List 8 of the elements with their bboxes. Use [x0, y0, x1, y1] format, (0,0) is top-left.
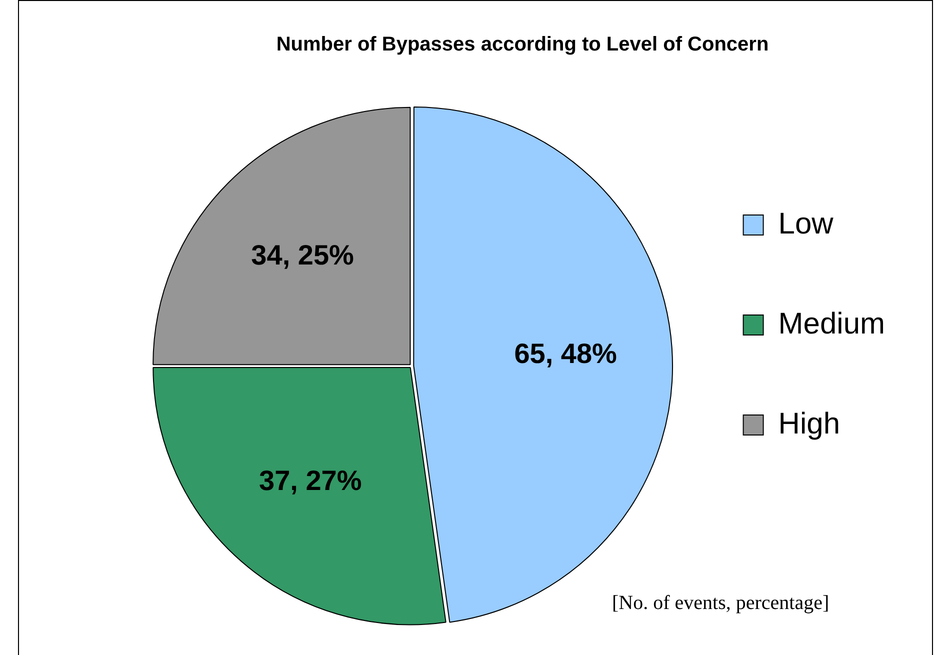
chart-title: Number of Bypasses according to Level of Concern	[276, 34, 769, 56]
data-label: 65, 48%	[514, 338, 618, 370]
data-label: 34, 25%	[251, 240, 354, 271]
legend-label: High	[778, 407, 840, 440]
text: [No. of events, percentage]	[612, 592, 830, 615]
legend-label: Low	[778, 207, 834, 240]
data-label: 37, 27%	[258, 465, 362, 496]
legend-label: Medium	[778, 307, 886, 340]
